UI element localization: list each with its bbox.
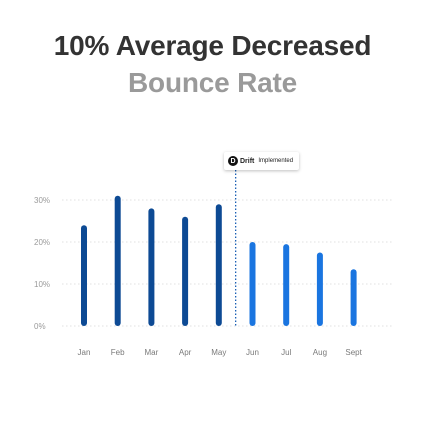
y-tick-label: 10% xyxy=(34,280,50,289)
drift-logo-icon: D xyxy=(228,156,238,166)
y-tick-label: 20% xyxy=(34,238,50,247)
bar xyxy=(215,204,222,326)
x-tick-label: May xyxy=(211,348,226,357)
x-tick-label: Jan xyxy=(78,348,91,357)
x-tick-label: Aug xyxy=(313,348,327,357)
bar xyxy=(350,269,357,326)
x-tick-label: Mar xyxy=(145,348,159,357)
bar xyxy=(81,225,87,326)
x-tick-label: Jun xyxy=(246,348,259,357)
chart-subtitle: Bounce Rate xyxy=(128,67,297,98)
bar xyxy=(114,195,121,326)
drift-implemented-badge: D Drift Implemented xyxy=(224,152,300,170)
y-tick-label: 0% xyxy=(34,322,46,331)
y-tick-label: 30% xyxy=(34,196,50,205)
chart-title: 10% Average Decreased xyxy=(53,30,372,61)
bar xyxy=(316,252,323,326)
x-tick-label: Feb xyxy=(111,348,125,357)
bar xyxy=(249,242,256,326)
bar xyxy=(182,216,189,326)
drift-brand-label: Drift xyxy=(240,157,255,165)
bar xyxy=(283,244,290,326)
x-tick-label: Sept xyxy=(345,348,362,357)
x-tick-label: Jul xyxy=(281,348,291,357)
implemented-label: Implemented xyxy=(258,158,294,164)
bar xyxy=(148,208,155,326)
x-tick-label: Apr xyxy=(179,348,192,357)
